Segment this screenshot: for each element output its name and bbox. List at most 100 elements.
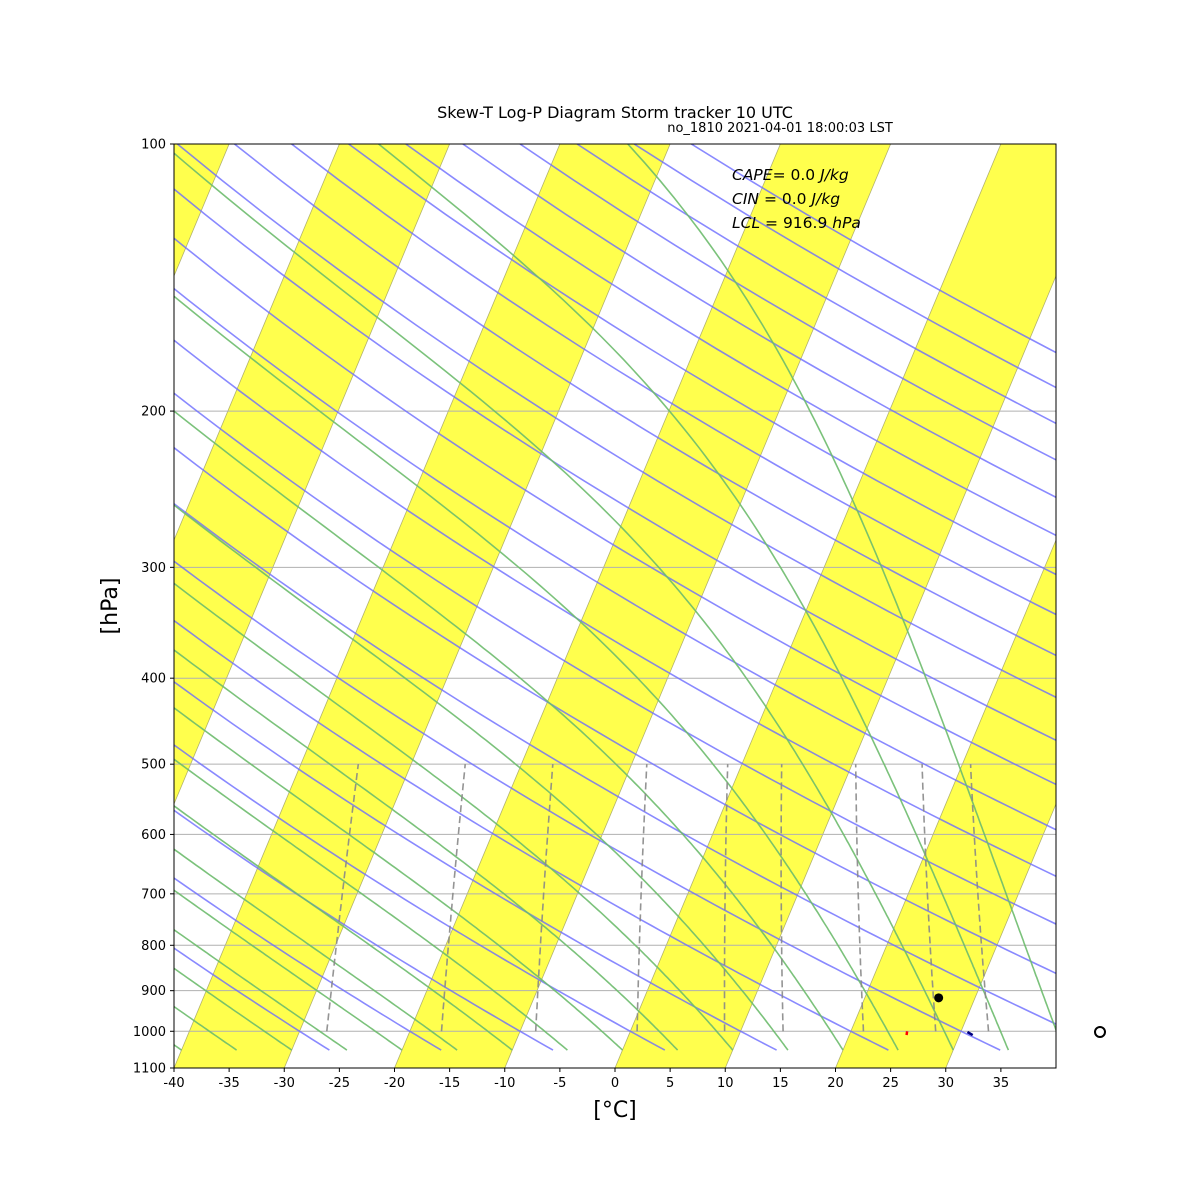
y-tick-label: 200 bbox=[141, 405, 166, 420]
moist-adiabat bbox=[174, 758, 568, 1051]
isotherm-band bbox=[174, 144, 671, 1068]
dry-adiabat bbox=[405, 144, 1056, 537]
x-axis: -40 -35 -30 -25 -20 -15 -10 -5 0 5 10 15 20 25 30 35 bbox=[163, 1068, 1009, 1091]
dry-adiabat bbox=[174, 947, 330, 1051]
x-tick-label: 30 bbox=[937, 1076, 954, 1091]
dry-adiabat bbox=[348, 144, 1056, 576]
dry-adiabat bbox=[174, 188, 1056, 742]
x-tick-label: 20 bbox=[827, 1076, 844, 1091]
isotherm-band bbox=[614, 144, 1056, 1068]
isotherm-band bbox=[1055, 1066, 1056, 1068]
x-tick-label: 25 bbox=[882, 1076, 899, 1091]
dry-adiabat bbox=[174, 619, 889, 1051]
moist-adiabat bbox=[378, 144, 1010, 1051]
moist-adiabat bbox=[174, 410, 844, 1051]
isotherm-band bbox=[835, 538, 1056, 1068]
x-tick-label: -20 bbox=[384, 1076, 405, 1091]
x-tick-label: -35 bbox=[219, 1076, 240, 1091]
mixing-ratio-line bbox=[921, 764, 937, 1032]
mixing-ratio-line bbox=[854, 764, 865, 1032]
y-tick-label: 1100 bbox=[133, 1062, 166, 1077]
dry-adiabat bbox=[174, 877, 442, 1051]
dry-adiabat bbox=[174, 287, 1056, 831]
isotherm-band bbox=[174, 144, 230, 278]
moist-adiabat bbox=[174, 706, 624, 1051]
lcl-label: LCL bbox=[732, 214, 760, 232]
moist-adiabat bbox=[174, 967, 293, 1051]
y-tick-label: 900 bbox=[141, 984, 166, 999]
moist-adiabat bbox=[627, 144, 1056, 1033]
dry-adiabat bbox=[174, 680, 777, 1051]
plot-area bbox=[0, 144, 1056, 1068]
x-tick-label: 15 bbox=[772, 1076, 789, 1091]
lcl-unit: hPa bbox=[832, 214, 861, 232]
moist-adiabat bbox=[174, 804, 513, 1051]
mixing-ratio-line bbox=[636, 764, 648, 1032]
dry-adiabat bbox=[174, 446, 1056, 975]
svg-text:CIN = 0.0 J/kg: CIN = 0.0 J/kg bbox=[732, 190, 840, 208]
annotation-cin: CIN = 0.0 J/kg bbox=[732, 190, 840, 208]
cin-value: = 0.0 bbox=[764, 190, 807, 208]
y-tick-label: 700 bbox=[141, 887, 166, 902]
annotation-lcl: LCL = 916.9 hPa bbox=[732, 214, 861, 232]
x-tick-label: -30 bbox=[274, 1076, 295, 1091]
isotherm-band bbox=[0, 144, 9, 1068]
mixing-ratio-line bbox=[534, 764, 554, 1032]
x-tick-label: -15 bbox=[439, 1076, 460, 1091]
mixing-ratio-line bbox=[326, 764, 360, 1032]
dry-adiabat bbox=[291, 144, 1056, 616]
x-tick-label: 35 bbox=[993, 1076, 1010, 1091]
x-axis-label: [°C] bbox=[593, 1098, 637, 1123]
dry-adiabat bbox=[174, 392, 1056, 925]
y-axis: 100 200 300 400 500 600 700 800 900 1000 1100 bbox=[133, 138, 174, 1077]
x-tick-label: 0 bbox=[611, 1076, 619, 1091]
mixing-ratio-line bbox=[723, 764, 729, 1032]
chart-title: Skew-T Log-P Diagram Storm tracker 10 UT… bbox=[437, 103, 793, 122]
isotherm-band bbox=[174, 144, 451, 806]
mixing-ratio-line bbox=[969, 764, 990, 1032]
moist-adiabat bbox=[174, 649, 679, 1051]
dry-adiabat bbox=[174, 237, 1056, 786]
x-tick-label: -5 bbox=[553, 1076, 566, 1091]
cape-value: = 0.0 bbox=[773, 166, 816, 184]
lcl-value: = 916.9 bbox=[765, 214, 827, 232]
mixing-ratio-line bbox=[440, 764, 466, 1032]
y-tick-label: 300 bbox=[141, 561, 166, 576]
svg-text:LCL = 916.9 hPa: LCL = 916.9 hPa bbox=[732, 214, 861, 232]
lcl-point bbox=[934, 993, 944, 1003]
chart-subtitle: no_1810 2021-04-01 18:00:03 LST bbox=[667, 121, 893, 136]
svg-text:CAPE= 0.0 J/kg: CAPE= 0.0 J/kg bbox=[732, 166, 849, 184]
y-tick-label: 600 bbox=[141, 828, 166, 843]
y-tick-label: 100 bbox=[141, 138, 166, 153]
dry-adiabat bbox=[174, 502, 1056, 1025]
mixing-ratio-line bbox=[780, 764, 784, 1032]
x-tick-label: -10 bbox=[494, 1076, 515, 1091]
dry-adiabat bbox=[174, 339, 1056, 878]
cape-unit: J/kg bbox=[817, 166, 849, 184]
x-tick-label: 10 bbox=[717, 1076, 734, 1091]
cape-label: CAPE bbox=[732, 166, 773, 184]
y-tick-label: 500 bbox=[141, 758, 166, 773]
moist-adiabat bbox=[174, 889, 403, 1051]
moist-adiabat bbox=[174, 503, 789, 1051]
annotation-cape: CAPE= 0.0 J/kg bbox=[732, 166, 849, 184]
dry-adiabat bbox=[176, 144, 1056, 699]
dry-adiabat bbox=[234, 144, 1056, 657]
isotherm-band bbox=[394, 144, 892, 1068]
temperature-profile bbox=[905, 1031, 909, 1036]
moist-adiabat bbox=[174, 582, 734, 1051]
y-axis-label: [hPa] bbox=[98, 578, 123, 635]
legend-marker-circle bbox=[1094, 1026, 1106, 1038]
x-tick-label: 5 bbox=[666, 1076, 674, 1091]
moist-adiabat bbox=[174, 152, 954, 1051]
moist-adiabat bbox=[174, 848, 458, 1051]
x-tick-label: -25 bbox=[329, 1076, 350, 1091]
dry-adiabat bbox=[174, 560, 1001, 1051]
cin-unit: J/kg bbox=[808, 190, 840, 208]
moist-adiabat bbox=[174, 295, 899, 1051]
y-tick-label: 400 bbox=[141, 672, 166, 687]
moist-adiabat bbox=[174, 928, 348, 1051]
dewpoint-profile bbox=[966, 1030, 974, 1037]
y-tick-label: 1000 bbox=[133, 1025, 166, 1040]
